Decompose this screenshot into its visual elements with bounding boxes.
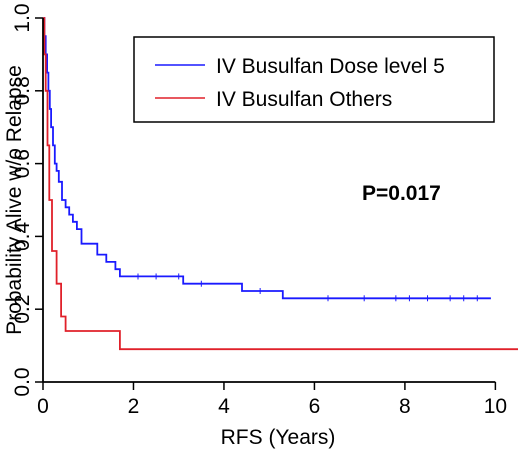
legend-label-series-1: IV Busulfan Dose level 5: [216, 55, 445, 78]
p-value-annotation: P=0.017: [362, 182, 441, 205]
y-tick-label: 1.0: [11, 3, 34, 32]
x-tick-label: 4: [218, 395, 230, 418]
series-line-2: [43, 17, 518, 351]
y-tick-label: 0.6: [11, 149, 34, 178]
plot-area: [43, 17, 518, 351]
x-tick-label: 10: [484, 395, 507, 418]
x-tick-label: 2: [128, 395, 140, 418]
axes: 0 2 4 6 8 10 0.0 0.2 0.4 0.6 0.8 1.0: [11, 3, 507, 418]
y-tick-label: 0.8: [11, 76, 34, 105]
legend: IV Busulfan Dose level 5 IV Busulfan Oth…: [133, 36, 495, 123]
x-tick-label: 8: [399, 395, 411, 418]
x-tick-label: 6: [309, 395, 321, 418]
y-tick-label: 0.0: [11, 367, 34, 396]
y-tick-label: 0.2: [11, 295, 34, 324]
legend-box: [133, 36, 495, 123]
y-tick-label: 0.4: [11, 221, 34, 251]
legend-label-series-2: IV Busulfan Others: [216, 88, 392, 111]
y-axis-label: Probability Alive w/o Relapse: [3, 65, 26, 335]
x-tick-label: 0: [37, 395, 49, 418]
x-axis-label: RFS (Years): [221, 426, 336, 449]
